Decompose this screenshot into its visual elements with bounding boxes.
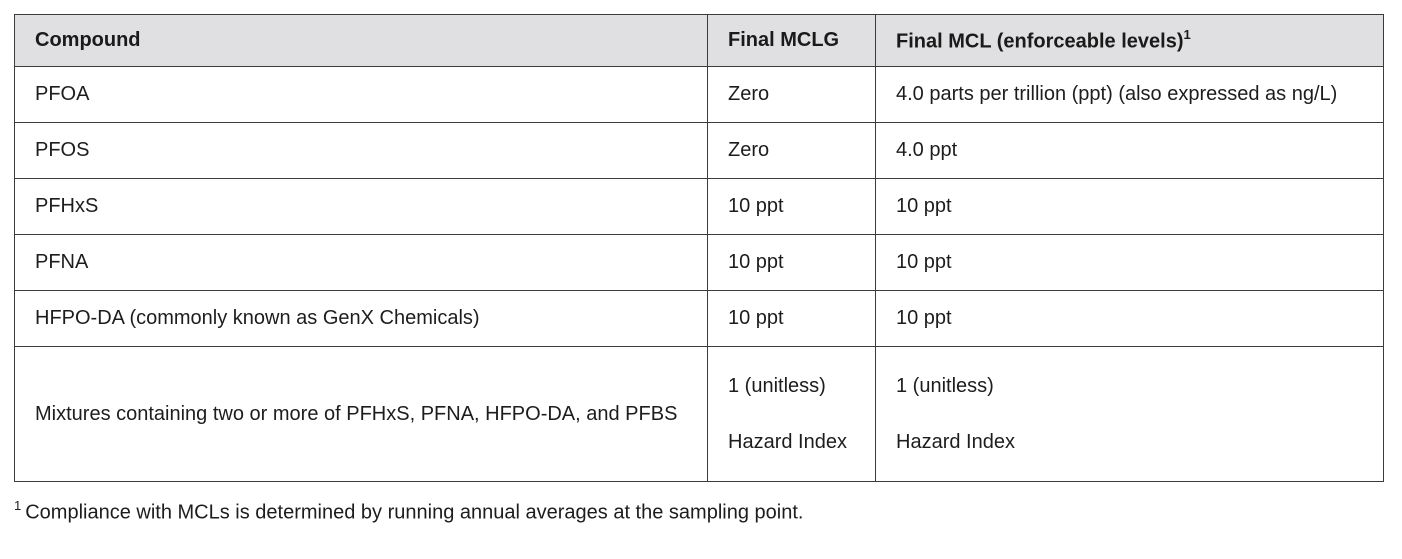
col-header-final-mcl: Final MCL (enforceable levels)1: [875, 14, 1384, 67]
mclg-unit-line: Hazard Index: [728, 430, 847, 453]
col-header-final-mcl-label: Final MCL (enforceable levels): [896, 30, 1184, 53]
mcl-cell: 4.0 ppt: [875, 122, 1384, 179]
mcl-cell: 10 ppt: [875, 234, 1384, 291]
mcl-cell: 1 (unitless) Hazard Index: [875, 346, 1384, 482]
mcl-cell: 4.0 parts per trillion (ppt) (also expre…: [875, 66, 1384, 123]
mcl-unit-line: Hazard Index: [896, 430, 1015, 453]
compound-cell: PFOS: [14, 122, 708, 179]
table-row-pfna: PFNA 10 ppt 10 ppt: [14, 234, 1384, 291]
footnote: 1 Compliance with MCLs is determined by r…: [14, 498, 1383, 525]
mclg-cell: Zero: [707, 66, 876, 123]
col-header-compound: Compound: [14, 14, 708, 67]
table-row-mixtures: Mixtures containing two or more of PFHxS…: [14, 346, 1384, 482]
mclg-cell: 1 (unitless) Hazard Index: [707, 346, 876, 482]
mcl-cell: 10 ppt: [875, 290, 1384, 347]
compound-cell: PFOA: [14, 66, 708, 123]
footnote-marker: 1: [14, 498, 22, 513]
table-row-hfpo-da: HFPO-DA (commonly known as GenX Chemical…: [14, 290, 1384, 347]
mclg-value-line: 1 (unitless): [728, 374, 826, 397]
page: Compound Final MCLG Final MCL (enforceab…: [14, 14, 1384, 525]
compound-cell: PFHxS: [14, 178, 708, 235]
mcl-value-line: 1 (unitless): [896, 374, 994, 397]
header-row: Compound Final MCLG Final MCL (enforceab…: [14, 14, 1384, 67]
mclg-cell: 10 ppt: [707, 290, 876, 347]
compound-cell: HFPO-DA (commonly known as GenX Chemical…: [14, 290, 708, 347]
col-header-final-mclg: Final MCLG: [707, 14, 876, 67]
footnote-text: Compliance with MCLs is determined by ru…: [25, 501, 804, 524]
table-row-pfos: PFOS Zero 4.0 ppt: [14, 122, 1384, 179]
compound-cell: PFNA: [14, 234, 708, 291]
footnote-reference-mark: 1: [1183, 26, 1191, 42]
mclg-cell: Zero: [707, 122, 876, 179]
compound-cell: Mixtures containing two or more of PFHxS…: [14, 346, 708, 482]
table-row-pfhxs: PFHxS 10 ppt 10 ppt: [14, 178, 1384, 235]
mclg-cell: 10 ppt: [707, 234, 876, 291]
pfas-mcl-table: Compound Final MCLG Final MCL (enforceab…: [14, 14, 1384, 482]
mcl-cell: 10 ppt: [875, 178, 1384, 235]
mclg-cell: 10 ppt: [707, 178, 876, 235]
table-row-pfoa: PFOA Zero 4.0 parts per trillion (ppt) (…: [14, 66, 1384, 123]
